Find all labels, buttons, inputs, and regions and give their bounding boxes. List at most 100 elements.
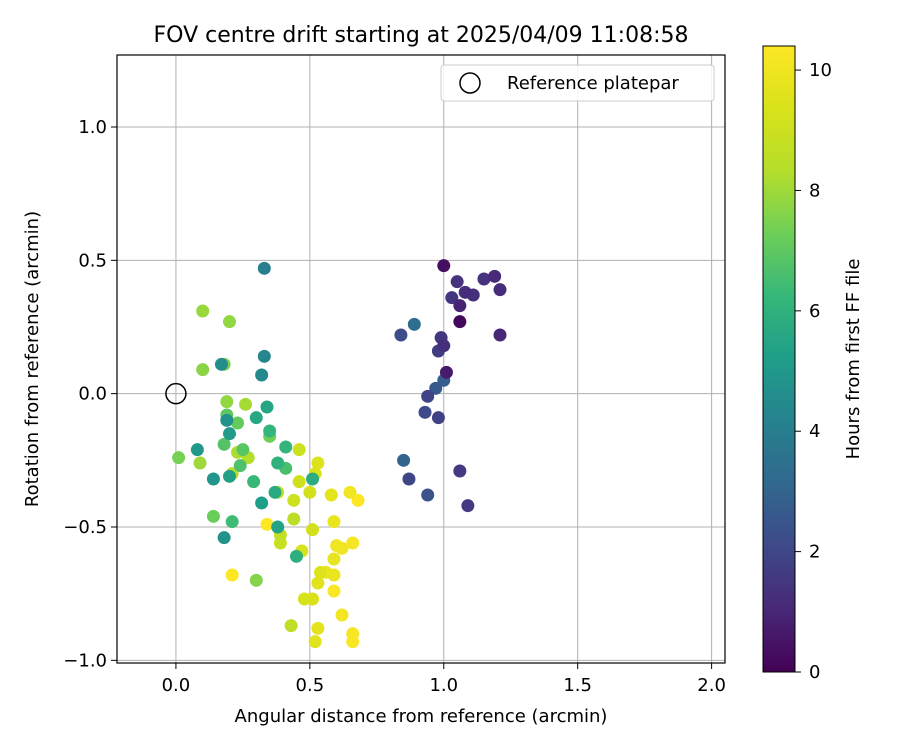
data-point xyxy=(458,285,472,299)
data-point xyxy=(217,531,231,545)
data-point xyxy=(297,592,311,606)
data-point xyxy=(233,459,247,473)
data-point xyxy=(220,413,234,427)
data-point xyxy=(335,541,349,555)
colorbar-gradient xyxy=(762,45,796,673)
y-axis-label: Rotation from reference (arcmin) xyxy=(22,211,43,507)
colorbar-ticks: 0 2 4 6 8 10 xyxy=(795,60,832,683)
data-point xyxy=(493,328,507,342)
colorbar-tick-label: 4 xyxy=(809,421,820,442)
data-point xyxy=(255,368,269,382)
colorbar-tick-label: 10 xyxy=(809,60,832,81)
data-point xyxy=(453,464,467,478)
data-point xyxy=(439,365,453,379)
data-point xyxy=(343,485,357,499)
legend-reference-marker xyxy=(459,72,481,94)
data-point xyxy=(249,411,263,425)
data-point xyxy=(335,608,349,622)
data-point xyxy=(327,515,341,529)
data-point xyxy=(327,568,341,582)
y-tick-label: 0.5 xyxy=(78,250,107,271)
chart-title: FOV centre drift starting at 2025/04/09 … xyxy=(154,23,689,48)
x-axis-ticks: 0.0 0.5 1.0 1.5 2.0 xyxy=(162,663,726,696)
data-point xyxy=(196,304,210,318)
data-point xyxy=(220,395,234,409)
y-tick-label: 0.0 xyxy=(78,384,107,405)
data-point xyxy=(260,400,274,414)
data-point xyxy=(279,440,293,454)
data-point xyxy=(190,443,204,457)
data-point xyxy=(257,261,271,275)
y-tick-label: −0.5 xyxy=(63,517,107,538)
data-point xyxy=(445,291,459,305)
data-point xyxy=(222,469,236,483)
data-point xyxy=(327,552,341,566)
data-point xyxy=(493,283,507,297)
data-point xyxy=(260,517,274,531)
data-point xyxy=(418,405,432,419)
data-point xyxy=(271,456,285,470)
data-point xyxy=(268,485,282,499)
data-point xyxy=(306,472,320,486)
data-point xyxy=(346,536,360,550)
data-point xyxy=(196,363,210,377)
data-point xyxy=(214,357,228,371)
colorbar-tick-label: 8 xyxy=(809,180,820,201)
data-point xyxy=(351,493,365,507)
y-tick-label: 1.0 xyxy=(78,117,107,138)
legend: Reference platepar xyxy=(440,64,715,102)
data-point xyxy=(292,475,306,489)
x-tick-label: 0.5 xyxy=(296,675,325,696)
data-point xyxy=(193,456,207,470)
data-point xyxy=(314,565,328,579)
data-point xyxy=(453,299,467,313)
data-point xyxy=(461,499,475,513)
data-point xyxy=(311,456,325,470)
data-point xyxy=(397,453,411,467)
data-point xyxy=(231,416,245,430)
data-point xyxy=(263,424,277,438)
legend-label: Reference platepar xyxy=(507,73,679,94)
data-point xyxy=(402,472,416,486)
data-point xyxy=(303,485,317,499)
data-point xyxy=(225,515,239,529)
colorbar-label: Hours from first FF file xyxy=(843,259,864,460)
x-tick-label: 1.0 xyxy=(429,675,458,696)
data-point xyxy=(289,549,303,563)
data-point xyxy=(292,443,306,457)
data-point xyxy=(311,621,325,635)
data-point xyxy=(225,568,239,582)
data-point xyxy=(308,635,322,649)
x-tick-label: 2.0 xyxy=(697,675,726,696)
data-point xyxy=(255,496,269,510)
data-point xyxy=(453,315,467,329)
legend-box xyxy=(440,64,715,102)
data-points xyxy=(172,259,507,649)
data-point xyxy=(217,437,231,451)
data-point xyxy=(407,317,421,331)
data-point xyxy=(311,576,325,590)
colorbar-tick-label: 0 xyxy=(809,662,820,683)
x-tick-label: 1.5 xyxy=(563,675,592,696)
data-point xyxy=(477,272,491,286)
data-point xyxy=(271,520,285,534)
data-point xyxy=(306,523,320,537)
y-tick-label: −1.0 xyxy=(63,650,107,671)
reference-marker-layer xyxy=(165,382,187,405)
data-point xyxy=(287,493,301,507)
data-point xyxy=(172,451,186,465)
x-axis-label: Angular distance from reference (arcmin) xyxy=(235,706,608,727)
data-point xyxy=(284,619,298,633)
data-point xyxy=(239,397,253,411)
data-point xyxy=(327,584,341,598)
colorbar-tick-label: 6 xyxy=(809,301,820,322)
data-point xyxy=(394,328,408,342)
data-point xyxy=(249,573,263,587)
data-point xyxy=(222,315,236,329)
data-point xyxy=(346,627,360,641)
data-point xyxy=(236,443,250,457)
x-tick-label: 0.0 xyxy=(162,675,191,696)
data-point xyxy=(247,475,261,489)
colorbar: 0 2 4 6 8 10 Hours from first FF file xyxy=(762,45,864,683)
